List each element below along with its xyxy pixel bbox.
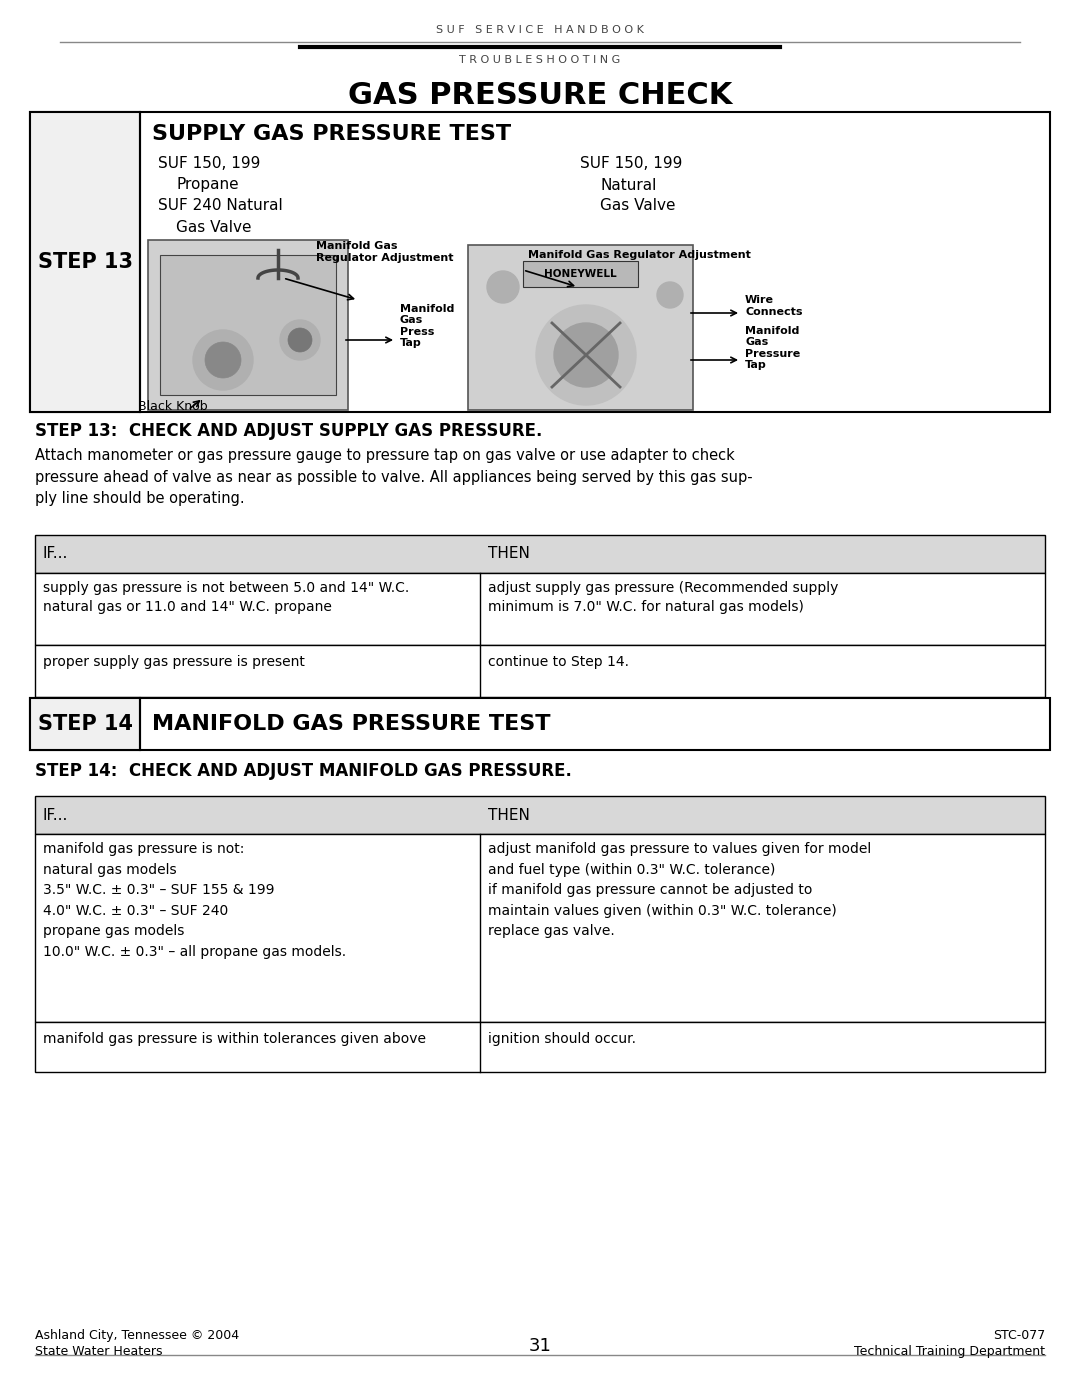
Text: IF...: IF...: [43, 546, 68, 562]
FancyBboxPatch shape: [30, 698, 140, 750]
Text: continue to Step 14.: continue to Step 14.: [488, 655, 629, 669]
FancyBboxPatch shape: [35, 834, 1045, 1023]
FancyBboxPatch shape: [468, 244, 693, 409]
FancyBboxPatch shape: [30, 112, 140, 412]
FancyBboxPatch shape: [35, 535, 1045, 573]
Text: Gas Valve: Gas Valve: [600, 198, 675, 214]
FancyBboxPatch shape: [148, 240, 348, 409]
Text: THEN: THEN: [488, 807, 530, 823]
Text: Manifold Gas
Regulator Adjustment: Manifold Gas Regulator Adjustment: [316, 242, 454, 263]
Text: proper supply gas pressure is present: proper supply gas pressure is present: [43, 655, 305, 669]
FancyBboxPatch shape: [35, 573, 1045, 645]
Text: Technical Training Department: Technical Training Department: [854, 1345, 1045, 1358]
Circle shape: [487, 271, 519, 303]
Text: STEP 14: STEP 14: [38, 714, 133, 733]
Text: Wire
Connects: Wire Connects: [745, 295, 802, 317]
Text: Manifold
Gas
Pressure
Tap: Manifold Gas Pressure Tap: [745, 326, 800, 370]
Text: adjust supply gas pressure (Recommended supply
minimum is 7.0" W.C. for natural : adjust supply gas pressure (Recommended …: [488, 581, 838, 615]
Text: manifold gas pressure is within tolerances given above: manifold gas pressure is within toleranc…: [43, 1032, 426, 1046]
Text: Manifold
Gas
Press
Tap: Manifold Gas Press Tap: [400, 303, 455, 348]
Text: Gas Valve: Gas Valve: [176, 219, 252, 235]
FancyBboxPatch shape: [35, 1023, 1045, 1071]
Circle shape: [193, 330, 253, 390]
Circle shape: [657, 282, 683, 307]
Text: Propane: Propane: [176, 177, 239, 193]
FancyBboxPatch shape: [35, 796, 1045, 834]
Text: IF...: IF...: [43, 807, 68, 823]
FancyBboxPatch shape: [160, 256, 336, 395]
Text: SUF 240 Natural: SUF 240 Natural: [158, 198, 283, 214]
Text: SUF 150, 199: SUF 150, 199: [580, 156, 683, 172]
Text: STEP 13: STEP 13: [38, 251, 133, 272]
FancyBboxPatch shape: [35, 645, 1045, 697]
Text: STEP 13:  CHECK AND ADJUST SUPPLY GAS PRESSURE.: STEP 13: CHECK AND ADJUST SUPPLY GAS PRE…: [35, 422, 542, 440]
Text: STC-077: STC-077: [993, 1329, 1045, 1343]
Text: GAS PRESSURE CHECK: GAS PRESSURE CHECK: [348, 81, 732, 109]
Text: SUPPLY GAS PRESSURE TEST: SUPPLY GAS PRESSURE TEST: [152, 124, 511, 144]
Text: Manifold Gas Regulator Adjustment: Manifold Gas Regulator Adjustment: [528, 250, 751, 260]
Text: State Water Heaters: State Water Heaters: [35, 1345, 162, 1358]
Text: THEN: THEN: [488, 546, 530, 562]
Text: Natural: Natural: [600, 177, 657, 193]
Text: supply gas pressure is not between 5.0 and 14" W.C.
natural gas or 11.0 and 14" : supply gas pressure is not between 5.0 a…: [43, 581, 409, 615]
Text: adjust manifold gas pressure to values given for model
and fuel type (within 0.3: adjust manifold gas pressure to values g…: [488, 842, 872, 939]
FancyBboxPatch shape: [30, 698, 1050, 750]
Text: Black Knob: Black Knob: [138, 401, 207, 414]
Circle shape: [280, 320, 320, 360]
Circle shape: [205, 342, 241, 379]
FancyBboxPatch shape: [30, 112, 1050, 412]
Circle shape: [554, 323, 618, 387]
Text: Ashland City, Tennessee © 2004: Ashland City, Tennessee © 2004: [35, 1329, 239, 1343]
Text: manifold gas pressure is not:
natural gas models
3.5" W.C. ± 0.3" – SUF 155 & 19: manifold gas pressure is not: natural ga…: [43, 842, 346, 958]
Text: STEP 14:  CHECK AND ADJUST MANIFOLD GAS PRESSURE.: STEP 14: CHECK AND ADJUST MANIFOLD GAS P…: [35, 761, 572, 780]
Text: SUF 150, 199: SUF 150, 199: [158, 156, 260, 172]
Text: T R O U B L E S H O O T I N G: T R O U B L E S H O O T I N G: [459, 54, 621, 66]
Circle shape: [288, 328, 312, 352]
Text: S U F   S E R V I C E   H A N D B O O K: S U F S E R V I C E H A N D B O O K: [436, 25, 644, 35]
Text: ignition should occur.: ignition should occur.: [488, 1032, 636, 1046]
Text: HONEYWELL: HONEYWELL: [543, 270, 617, 279]
Text: Attach manometer or gas pressure gauge to pressure tap on gas valve or use adapt: Attach manometer or gas pressure gauge t…: [35, 448, 753, 506]
Text: MANIFOLD GAS PRESSURE TEST: MANIFOLD GAS PRESSURE TEST: [152, 714, 551, 733]
Text: 31: 31: [528, 1337, 552, 1355]
Circle shape: [536, 305, 636, 405]
FancyBboxPatch shape: [523, 261, 638, 286]
